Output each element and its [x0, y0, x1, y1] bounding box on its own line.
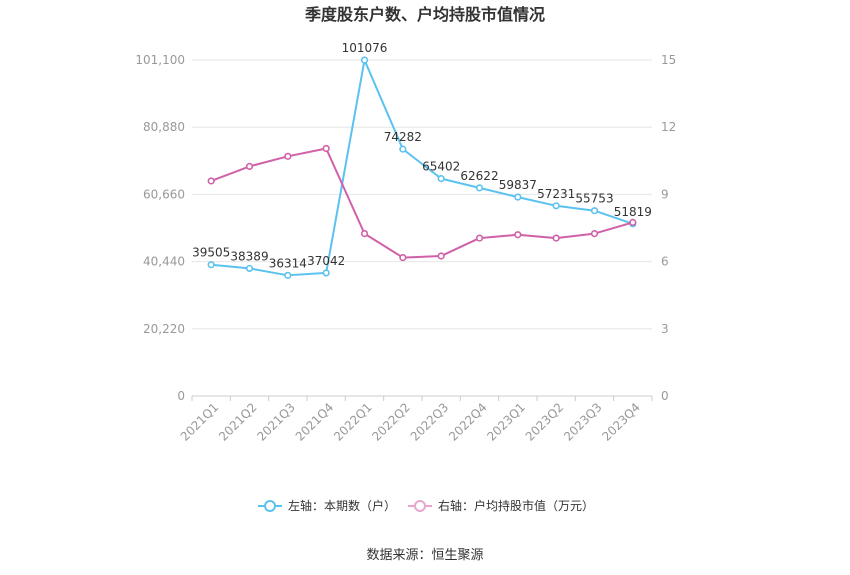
legend-marker: [414, 500, 426, 512]
data-label: 51819: [614, 205, 652, 219]
legend: 左轴：本期数（户） 右轴：户均持股市值（万元）: [258, 498, 594, 513]
series-line: [211, 59, 634, 277]
data-point: [629, 218, 637, 226]
y-left-tick-label: 20,220: [143, 322, 185, 336]
x-tick-label: 2022Q4: [446, 400, 490, 444]
grid: [192, 59, 652, 330]
data-point: [322, 269, 330, 277]
data-label: 38389: [230, 249, 268, 263]
x-tick-label: 2022Q1: [331, 400, 375, 444]
data-point: [514, 231, 522, 239]
data-label: 55753: [575, 192, 613, 206]
data-point: [284, 271, 292, 279]
x-tick-label: 2022Q2: [369, 400, 413, 444]
y-right-tick-label: 12: [661, 120, 676, 134]
data-label: 74282: [384, 130, 422, 144]
data-point: [590, 207, 599, 215]
source-note: 数据来源：恒生聚源: [366, 548, 483, 563]
x-tick-label: 2021Q4: [293, 400, 337, 444]
x-tick-label: 2021Q2: [216, 400, 260, 444]
data-labels: 39505 38389 36314 37042 101076 74282 654026262…: [192, 41, 652, 270]
y-right-tick-label: 15: [661, 53, 676, 67]
data-point: [437, 175, 445, 183]
legend-marker: [264, 500, 276, 512]
y-left-tick-label: 0: [177, 389, 185, 403]
data-label: 57231: [537, 187, 575, 201]
x-tick-label: 2021Q3: [254, 400, 298, 444]
data-point: [245, 162, 254, 170]
data-point: [207, 261, 215, 269]
data-label: 65402: [422, 160, 460, 174]
data-point: [475, 184, 484, 192]
x-tick-label: 2023Q3: [561, 400, 605, 444]
data-point: [245, 264, 254, 273]
legend-label: 右轴：户均持股市值（万元）: [438, 498, 594, 513]
data-point: [552, 234, 560, 242]
data-label: 36314: [269, 256, 307, 270]
data-point: [207, 177, 215, 185]
data-point: [399, 253, 407, 262]
data-label: 59837: [499, 178, 537, 192]
series-layer: [207, 56, 637, 279]
x-tick-label: 2022Q3: [408, 400, 452, 444]
data-label: 101076: [342, 41, 388, 55]
data-point: [360, 230, 369, 238]
data-point: [514, 193, 522, 201]
y-left-tick-label: 80,880: [143, 120, 185, 134]
data-point: [284, 152, 292, 160]
series-line: [210, 147, 634, 259]
data-point: [360, 56, 369, 64]
data-point: [590, 230, 599, 238]
y-left-tick-label: 101,100: [135, 53, 185, 67]
chart-title: 季度股东户数、户均持股市值情况: [304, 5, 545, 24]
y-left-tick-label: 60,660: [143, 187, 185, 201]
data-label: 37042: [307, 254, 345, 268]
data-label: 39505: [192, 246, 230, 260]
legend-label: 左轴：本期数（户）: [288, 498, 396, 513]
y-right-tick-label: 0: [661, 389, 669, 403]
data-point: [475, 234, 484, 242]
y-right-tick-label: 9: [661, 187, 669, 201]
x-tick-label: 2021Q1: [178, 400, 222, 444]
x-tick-label: 2023Q2: [523, 400, 567, 444]
data-label: 62622: [460, 169, 498, 183]
y-right-tick-label: 3: [661, 322, 669, 336]
data-point: [552, 202, 560, 210]
x-tick-label: 2023Q1: [484, 400, 528, 444]
y-left-tick-label: 40,440: [143, 255, 185, 269]
data-point: [399, 145, 407, 153]
x-tick-label: 2023Q4: [599, 400, 643, 444]
data-point: [322, 144, 330, 153]
data-point: [437, 252, 445, 260]
y-right-tick-label: 6: [661, 255, 669, 269]
